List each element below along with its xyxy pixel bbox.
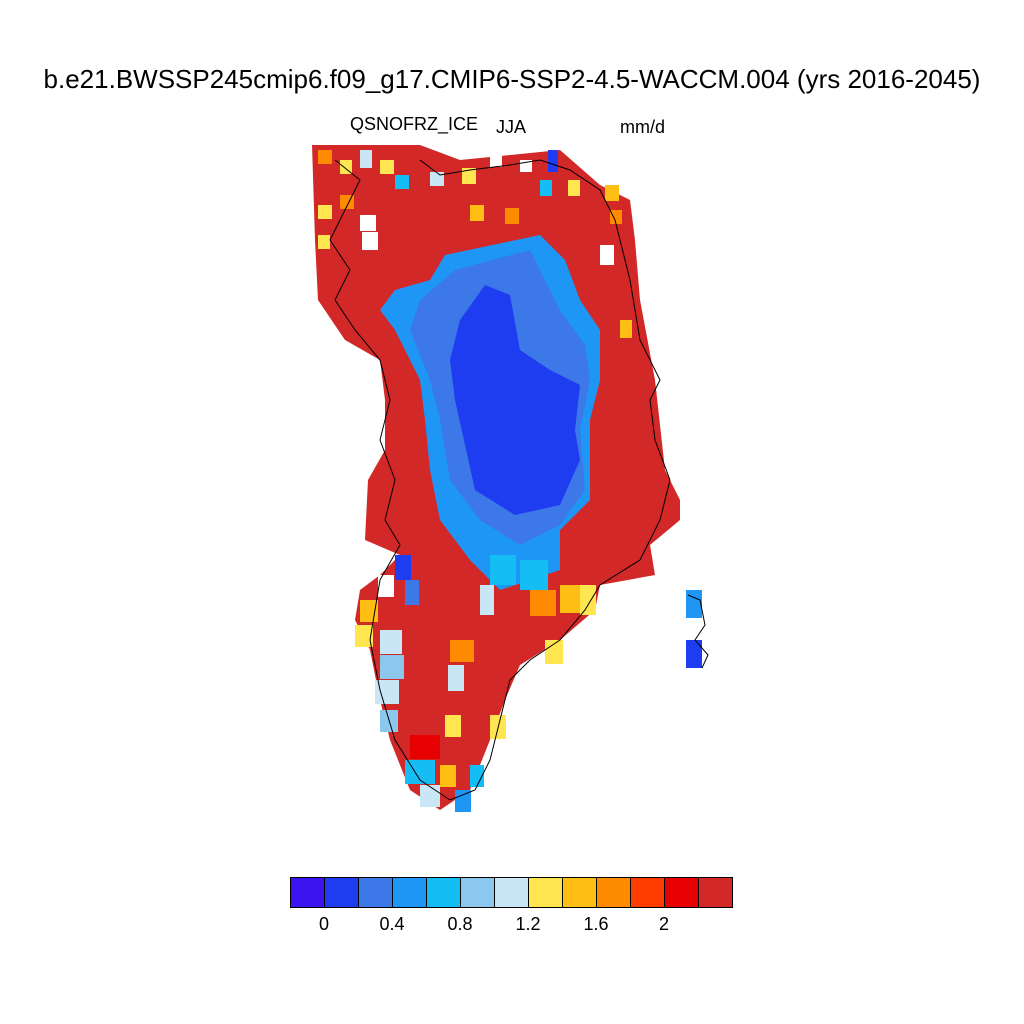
variable-label: QSNOFRZ_ICE — [350, 114, 479, 134]
colorbar-box — [461, 878, 495, 907]
season-label: JJA — [496, 117, 527, 137]
colorbar-box — [529, 878, 563, 907]
colorbar-tick-label: 1.2 — [515, 914, 541, 934]
colorbar-box — [563, 878, 597, 907]
east-island-coastline — [687, 594, 709, 669]
map-region-lowest-core — [450, 285, 580, 515]
map-nw-coast-cells — [318, 150, 632, 338]
colorbar-tick-label: 1.6 — [583, 914, 609, 934]
colorbar-box — [699, 878, 732, 907]
colorbar-box — [359, 878, 393, 907]
colorbar-tick-label: 0.8 — [447, 914, 473, 934]
colorbar-box — [325, 878, 359, 907]
colorbar-tick-label: 0 — [318, 914, 330, 934]
colorbar-box — [291, 878, 325, 907]
colorbar-box — [597, 878, 631, 907]
coastline — [329, 159, 671, 801]
map-south-coast-cells — [355, 555, 596, 812]
colorbar-box — [631, 878, 665, 907]
plot-title: b.e21.BWSSP245cmip6.f09_g17.CMIP6-SSP2-4… — [43, 64, 981, 94]
colorbar — [290, 877, 733, 908]
colorbar-tick-label: 0.4 — [379, 914, 405, 934]
colorbar-box — [495, 878, 529, 907]
map-east-island-cells — [686, 590, 702, 668]
colorbar-box — [665, 878, 699, 907]
units-label: mm/d — [620, 117, 665, 137]
colorbar-box — [427, 878, 461, 907]
colorbar-box — [393, 878, 427, 907]
colorbar-tick-label: 2 — [658, 914, 670, 934]
